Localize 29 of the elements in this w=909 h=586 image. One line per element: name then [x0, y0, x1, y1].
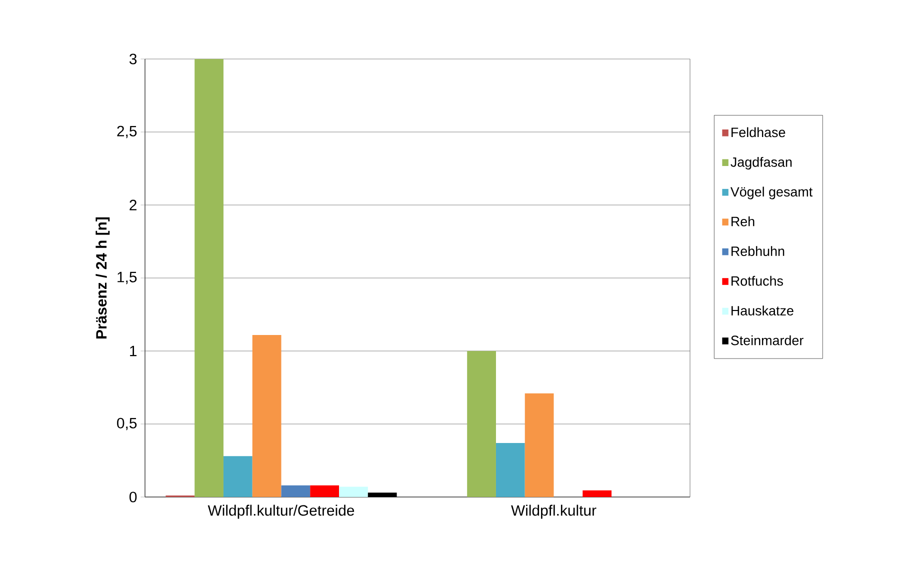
bar: [582, 490, 612, 497]
bar: [524, 393, 554, 497]
y-tick-label: 2,5: [117, 126, 137, 138]
bar: [194, 58, 224, 497]
x-tick-label: Wildpfl.kultur: [511, 504, 596, 519]
bar: [368, 492, 397, 497]
bar: [496, 442, 525, 497]
bar: [252, 334, 282, 497]
x-tick-label: Wildpfl.kultur/Getreide: [208, 504, 354, 519]
legend-label: Jagdfasan: [730, 156, 792, 170]
bar: [339, 486, 368, 497]
legend-label: Steinmarder: [731, 335, 804, 346]
bar: [310, 485, 340, 497]
y-tick-label: 1: [130, 346, 136, 356]
legend-label: Vögel gesamt: [730, 186, 813, 200]
y-tick-label: 2: [130, 200, 136, 210]
y-tick-label: 3: [129, 54, 137, 64]
bar: [467, 350, 496, 497]
y-tick-label: 0,5: [117, 418, 137, 430]
legend-label: Rebhuhn: [732, 246, 784, 256]
legend-label: Feldhase: [732, 127, 786, 138]
y-tick-label: 1,5: [118, 272, 137, 284]
bar: [281, 485, 310, 497]
y-axis-title: Präsenz / 24 h [n]: [96, 217, 110, 338]
legend-label: Hauskatze: [732, 306, 794, 316]
y-tick-label: 0: [129, 492, 137, 502]
bar: [223, 456, 252, 497]
legend-label: Rotfuchs: [732, 276, 783, 286]
legend-label: Reh: [732, 216, 754, 226]
